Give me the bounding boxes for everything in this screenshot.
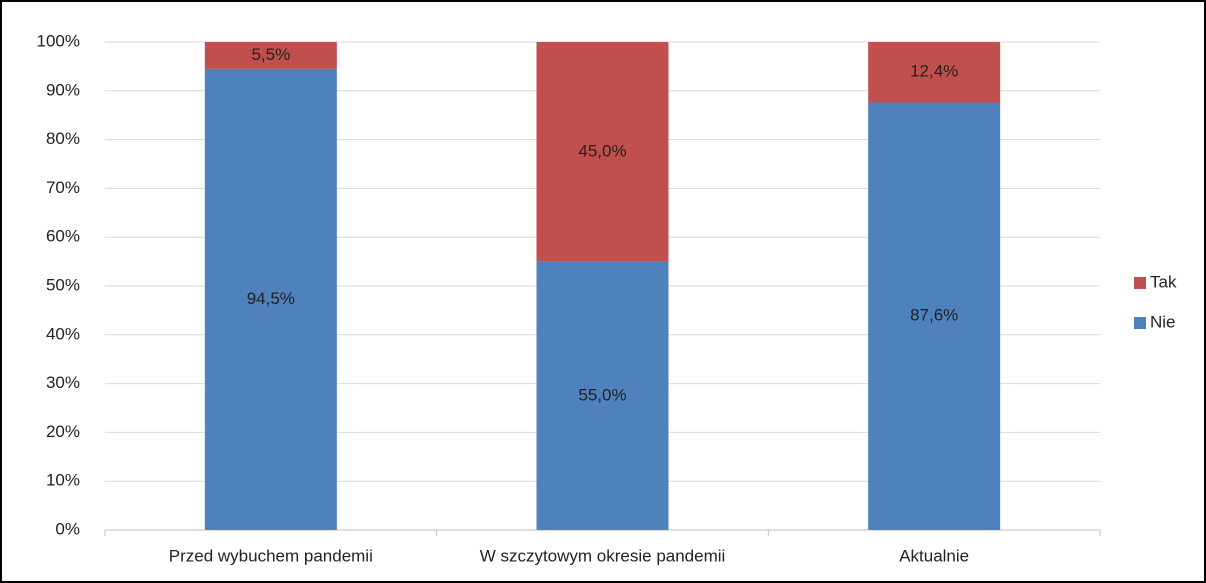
x-tick-label: Przed wybuchem pandemii xyxy=(169,546,373,565)
data-label: 45,0% xyxy=(578,141,626,160)
data-label: 55,0% xyxy=(578,385,626,404)
legend-label: Tak xyxy=(1150,272,1177,291)
y-tick-label: 0% xyxy=(55,519,80,538)
y-tick-label: 50% xyxy=(46,275,80,294)
data-label: 87,6% xyxy=(910,306,958,325)
x-tick-label: W szczytowym okresie pandemii xyxy=(480,546,726,565)
x-tick-label: Aktualnie xyxy=(899,546,969,565)
y-tick-label: 30% xyxy=(46,373,80,392)
y-tick-label: 60% xyxy=(46,227,80,246)
y-tick-label: 10% xyxy=(46,471,80,490)
y-tick-label: 40% xyxy=(46,324,80,343)
y-tick-label: 70% xyxy=(46,178,80,197)
bar-segment xyxy=(204,42,337,69)
bar-segment xyxy=(536,42,669,262)
bar-segment xyxy=(868,42,1001,103)
data-label: 12,4% xyxy=(910,62,958,81)
y-tick-label: 80% xyxy=(46,129,80,148)
bar-segment xyxy=(536,261,669,530)
legend-label: Nie xyxy=(1150,312,1176,331)
bar-segment xyxy=(204,68,337,530)
legend-swatch xyxy=(1134,317,1146,329)
data-label: 94,5% xyxy=(247,289,295,308)
bar-segment xyxy=(868,102,1001,531)
y-tick-label: 20% xyxy=(46,422,80,441)
y-tick-label: 90% xyxy=(46,80,80,99)
legend-swatch xyxy=(1134,277,1146,289)
y-tick-label: 100% xyxy=(37,31,80,50)
data-label: 5,5% xyxy=(251,45,290,64)
